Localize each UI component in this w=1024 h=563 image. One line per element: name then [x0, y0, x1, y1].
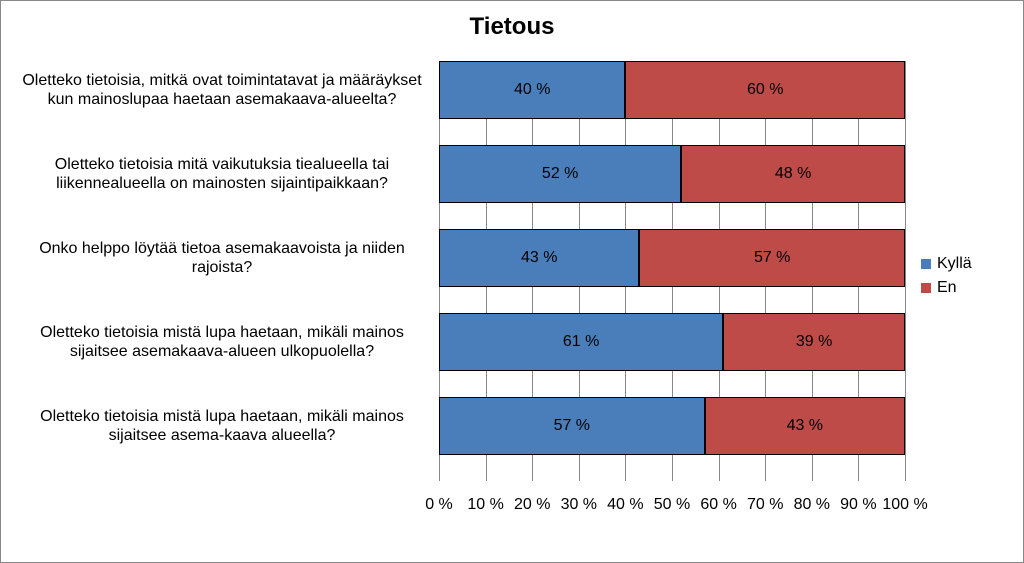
x-axis-tick: 10 % [467, 496, 503, 514]
category-label: Oletteko tietoisia mistä lupa haetaan, m… [15, 313, 429, 371]
bar-value-label: 40 % [514, 81, 550, 99]
bar-segment-no: 57 % [639, 229, 905, 287]
bar-value-label: 43 % [787, 417, 823, 435]
bar-value-label: 43 % [521, 249, 557, 267]
bar-segment-yes: 43 % [439, 229, 639, 287]
x-axis-tick: 60 % [700, 496, 736, 514]
x-axis-tick: 40 % [607, 496, 643, 514]
bar-value-label: 52 % [542, 165, 578, 183]
bar-value-label: 57 % [754, 249, 790, 267]
category-label: Onko helppo löytää tietoa asemakaavoista… [15, 229, 429, 287]
legend-label: En [937, 279, 957, 297]
category-label: Oletteko tietoisia mistä lupa haetaan, m… [15, 397, 429, 455]
bar-segment-yes: 52 % [439, 145, 681, 203]
x-axis: 0 %10 %20 %30 %40 %50 %60 %70 %80 %90 %1… [439, 496, 905, 526]
bar-row: 57 % 43 % [439, 397, 905, 455]
bar-segment-no: 60 % [625, 61, 905, 119]
bar-segment-yes: 40 % [439, 61, 625, 119]
legend-swatch [921, 283, 931, 293]
category-label: Oletteko tietoisia mitä vaikutuksia tiea… [15, 145, 429, 203]
bar-value-label: 61 % [563, 333, 599, 351]
bar-segment-yes: 57 % [439, 397, 705, 455]
bar-segment-yes: 61 % [439, 313, 723, 371]
x-axis-tick: 0 % [425, 496, 453, 514]
legend: Kyllä En [921, 255, 972, 297]
x-axis-tick: 50 % [654, 496, 690, 514]
x-axis-tick: 20 % [514, 496, 550, 514]
x-axis-tick: 80 % [794, 496, 830, 514]
bar-row: 40 % 60 % [439, 61, 905, 119]
bar-row: 43 % 57 % [439, 229, 905, 287]
bar-row: 61 % 39 % [439, 313, 905, 371]
chart-title: Tietous [1, 13, 1023, 41]
x-axis-tick: 30 % [561, 496, 597, 514]
bar-segment-no: 48 % [681, 145, 905, 203]
grid-line [905, 61, 906, 481]
legend-label: Kyllä [937, 255, 972, 273]
bar-value-label: 57 % [554, 417, 590, 435]
x-axis-tick: 90 % [840, 496, 876, 514]
plot-area: 40 % 60 % 52 % 48 % 43 % 57 % 61 % 39 % 57 % 43 % [439, 61, 905, 481]
x-axis-tick: 70 % [747, 496, 783, 514]
x-axis-tick: 100 % [882, 496, 927, 514]
bar-value-label: 48 % [775, 165, 811, 183]
bar-segment-no: 39 % [723, 313, 905, 371]
bar-segment-no: 43 % [705, 397, 905, 455]
bar-value-label: 60 % [747, 81, 783, 99]
legend-item: En [921, 279, 972, 297]
bar-row: 52 % 48 % [439, 145, 905, 203]
category-label: Oletteko tietoisia, mitkä ovat toimintat… [15, 61, 429, 119]
legend-item: Kyllä [921, 255, 972, 273]
bar-value-label: 39 % [796, 333, 832, 351]
chart-container: Tietous 40 % 60 % 52 % 48 % 43 % 57 % 61 % 39 %… [0, 0, 1024, 563]
legend-swatch [921, 259, 931, 269]
